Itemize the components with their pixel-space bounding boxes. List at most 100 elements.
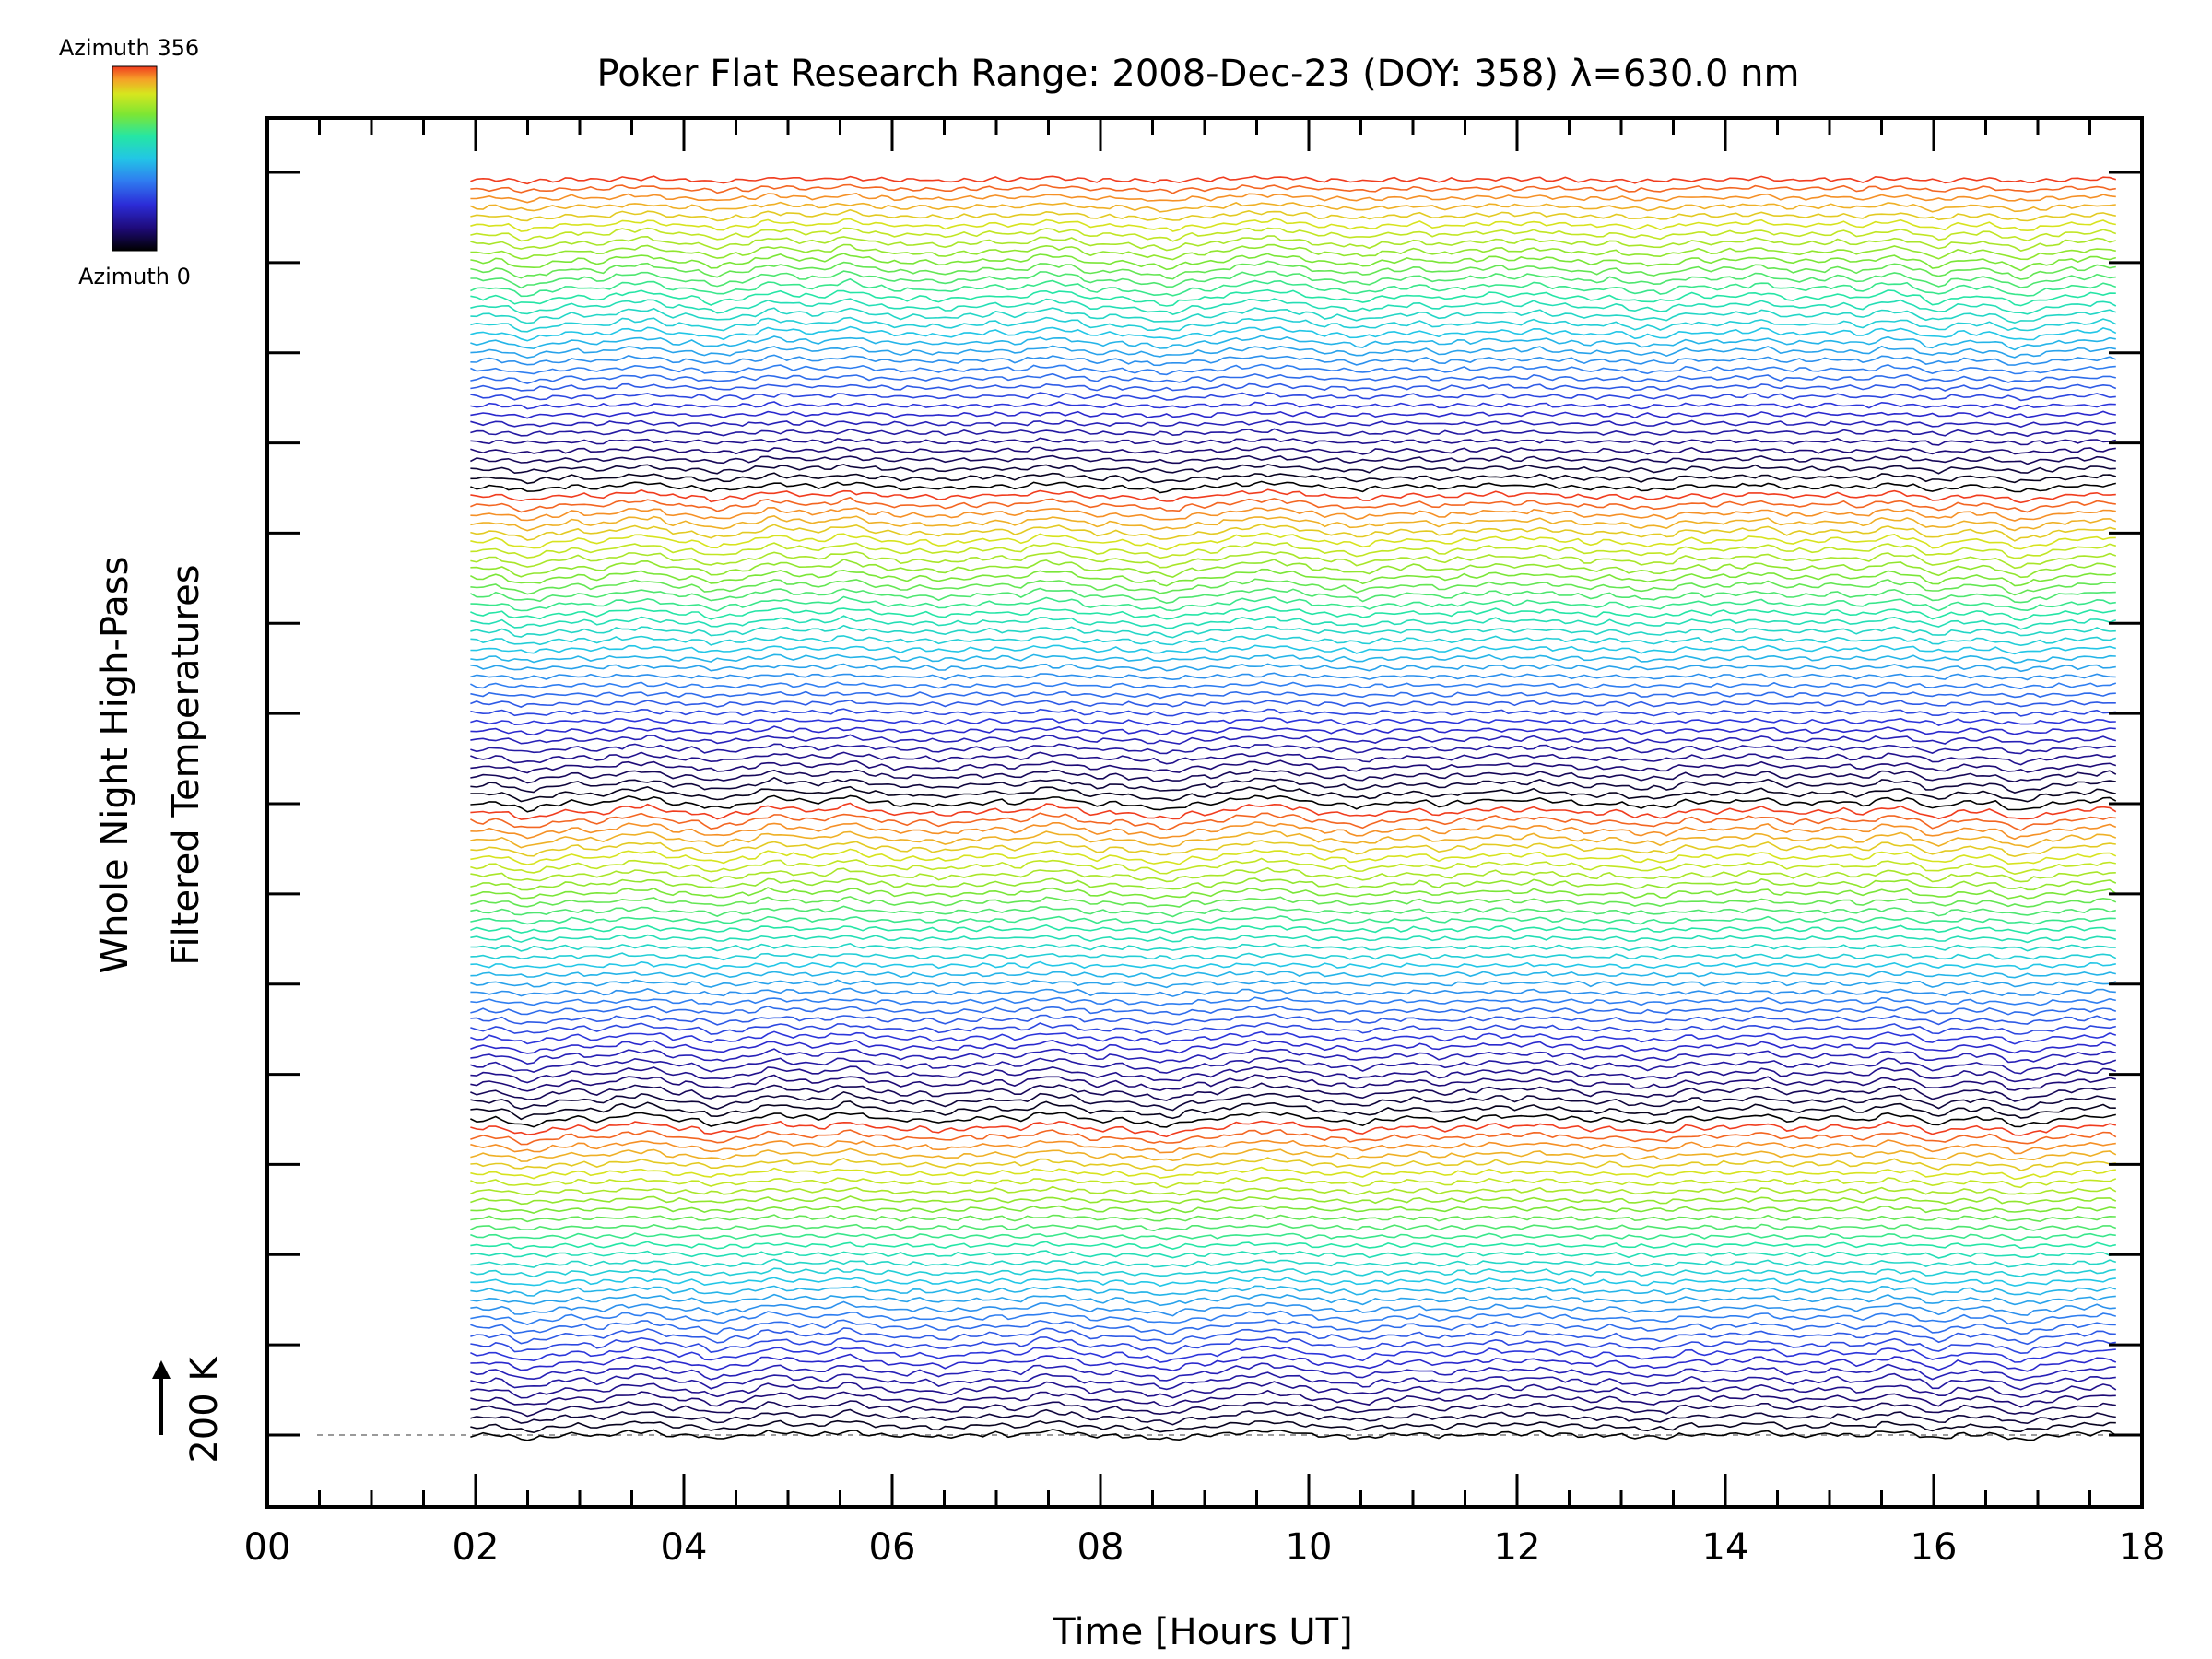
axis-ticks	[265, 118, 2144, 1507]
series-line	[470, 934, 2117, 944]
series-group	[470, 175, 2117, 1441]
series-line	[470, 606, 2116, 621]
x-tick-label: 10	[1286, 1526, 1333, 1569]
series-line	[470, 410, 2116, 419]
series-line	[470, 1222, 2117, 1232]
series-line	[470, 1362, 2116, 1382]
series-line	[470, 253, 2117, 272]
series-line	[470, 768, 2117, 784]
series-line	[470, 316, 2117, 333]
series-line	[470, 784, 2116, 803]
series-line	[470, 887, 2117, 900]
series-line	[470, 392, 2116, 402]
series-line	[470, 1195, 2117, 1206]
series-line	[470, 960, 2116, 971]
x-tick-label: 16	[1911, 1526, 1958, 1569]
series-line	[470, 1389, 2116, 1408]
y-axis-label-line1: Whole Night High-Pass	[94, 557, 136, 974]
series-line	[470, 218, 2116, 232]
series-line	[470, 270, 2116, 289]
series-line	[470, 1232, 2116, 1241]
series-line	[470, 1065, 2117, 1084]
series-line	[470, 924, 2116, 935]
series-line	[470, 401, 2116, 410]
x-tick-label: 02	[453, 1526, 500, 1569]
series-line	[470, 208, 2116, 222]
series-line	[470, 1214, 2116, 1223]
series-line	[470, 905, 2116, 918]
x-tick-label: 00	[244, 1526, 291, 1569]
series-line	[470, 1408, 2116, 1426]
series-line	[470, 1285, 2116, 1297]
series-line	[470, 877, 2117, 891]
series-line	[470, 708, 2116, 717]
series-line	[470, 532, 2116, 551]
series-line	[470, 896, 2117, 908]
x-tick-label: 14	[1702, 1526, 1749, 1569]
series-line	[470, 1082, 2116, 1102]
series-line	[470, 1166, 2116, 1181]
series-line	[470, 1327, 2116, 1346]
series-line	[470, 759, 2117, 774]
series-line	[470, 1006, 2117, 1017]
series-line	[470, 1345, 2116, 1363]
series-line	[470, 1120, 2116, 1138]
series-line	[470, 794, 2117, 813]
series-line	[470, 183, 2116, 194]
series-line	[470, 325, 2117, 342]
x-tick-label: 12	[1494, 1526, 1541, 1569]
series-line	[470, 307, 2117, 324]
x-tick-label: 04	[661, 1526, 708, 1569]
series-line	[470, 472, 2117, 485]
series-line	[470, 488, 2116, 504]
series-line	[470, 1090, 2116, 1112]
series-line	[470, 1100, 2116, 1121]
series-line	[470, 987, 2116, 997]
series-line	[470, 615, 2117, 630]
series-line	[470, 1267, 2116, 1278]
series-line	[470, 743, 2116, 755]
series-line	[470, 464, 2116, 475]
series-line	[470, 866, 2116, 883]
series-line	[470, 227, 2117, 242]
y-axis-label-line2: Filtered Temperatures	[165, 564, 207, 965]
series-line	[470, 1048, 2116, 1065]
series-line	[470, 653, 2116, 664]
series-line	[470, 1319, 2116, 1335]
x-tick-label: 08	[1077, 1526, 1124, 1569]
series-line	[470, 699, 2116, 708]
series-line	[470, 1129, 2117, 1146]
series-line	[470, 1030, 2117, 1045]
series-line	[470, 812, 2116, 831]
series-line	[470, 1039, 2117, 1054]
series-line	[470, 915, 2116, 925]
series-line	[470, 578, 2116, 596]
series-line	[470, 496, 2116, 513]
series-line	[470, 1353, 2117, 1372]
series-line	[470, 480, 2116, 494]
series-line	[470, 523, 2116, 542]
series-line	[470, 595, 2116, 612]
series-line	[470, 821, 2117, 841]
series-line	[470, 550, 2117, 570]
series-line	[470, 1176, 2117, 1189]
series-line	[470, 1056, 2117, 1075]
series-line	[470, 1293, 2116, 1307]
series-line	[470, 1310, 2117, 1325]
series-line	[470, 634, 2117, 647]
series-line	[470, 437, 2116, 446]
series-line	[470, 345, 2116, 359]
series-line	[470, 1258, 2117, 1268]
series-line	[470, 568, 2117, 587]
series-line	[470, 1022, 2116, 1036]
series-line	[470, 663, 2116, 673]
series-line	[470, 541, 2117, 559]
series-line	[470, 725, 2116, 736]
series-line	[470, 419, 2116, 429]
series-line	[470, 1277, 2116, 1288]
series-line	[470, 201, 2116, 213]
series-line	[470, 942, 2116, 952]
series-line	[470, 1185, 2117, 1196]
series-line	[470, 235, 2117, 253]
